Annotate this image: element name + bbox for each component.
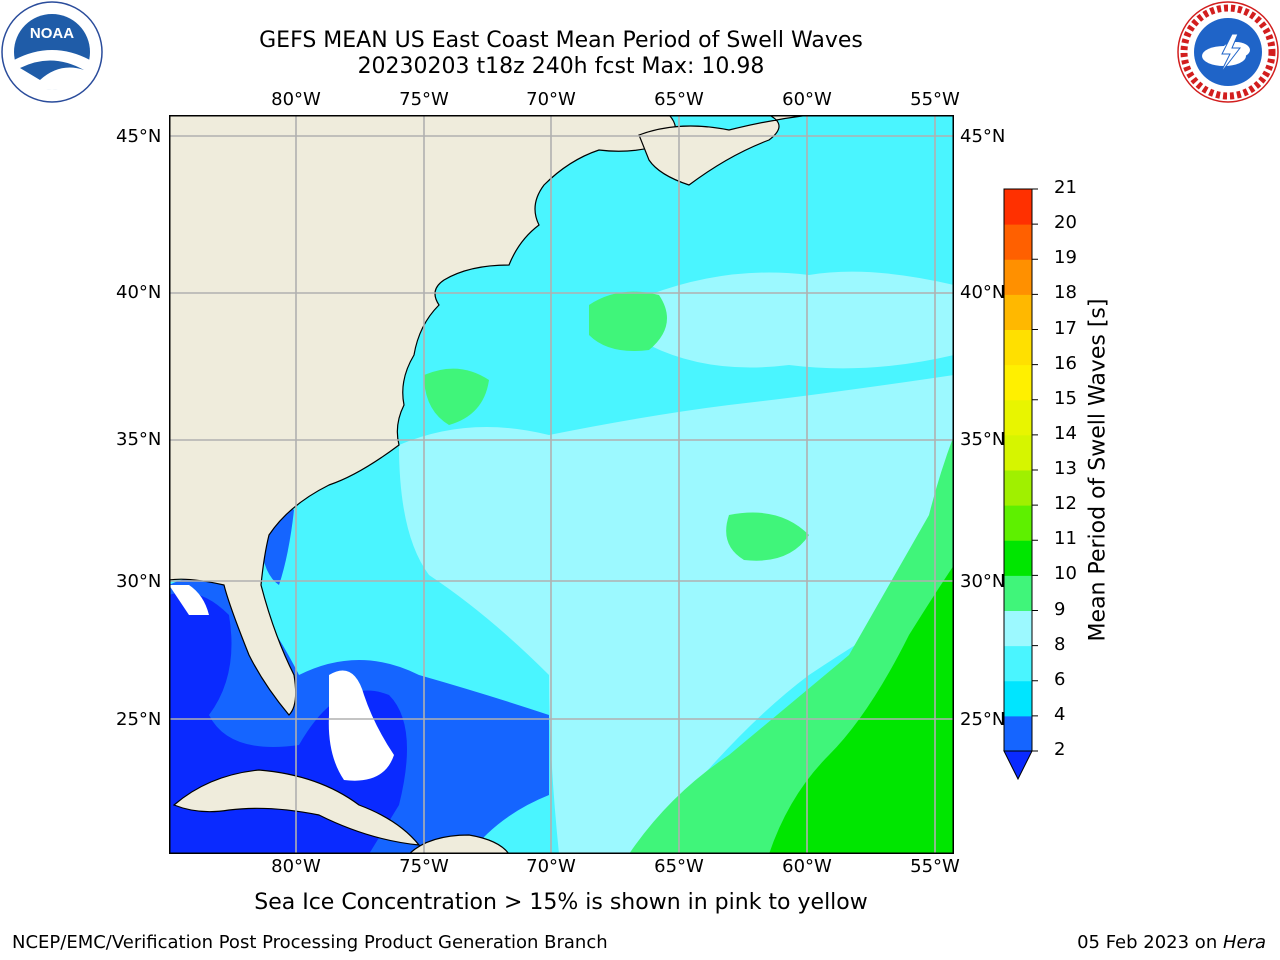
- lat-label-right: 35°N: [960, 429, 1006, 450]
- shallow-bank-nodata: [328, 670, 394, 781]
- colorbar-bin: [1004, 645, 1032, 682]
- lat-label-left: 45°N: [116, 126, 162, 147]
- colorbar-bin: [1004, 364, 1032, 401]
- lat-label-left: 30°N: [116, 571, 162, 592]
- lon-label-top: 60°W: [782, 89, 832, 110]
- footer-credit: NCEP/EMC/Verification Post Processing Pr…: [12, 932, 608, 953]
- colorbar-tick-label: 10: [1054, 563, 1077, 585]
- colorbar-bin: [1004, 540, 1032, 576]
- sea-ice-note: Sea Ice Concentration > 15% is shown in …: [254, 890, 868, 915]
- colorbar-tick-label: 14: [1054, 422, 1077, 444]
- graticule: [169, 115, 954, 854]
- footer-date: 05 Feb 2023 on Hera: [1077, 932, 1266, 953]
- chart-subtitle-run-info: 20230203 t18z 240h fcst Max: 10.98: [357, 54, 765, 79]
- colorbar-bin: [1004, 399, 1032, 436]
- noaa-logo-icon: NOAA: [1, 1, 103, 103]
- colorbar-tick-label: 20: [1054, 212, 1077, 234]
- colorbar-tick-label: 11: [1054, 528, 1077, 550]
- lat-label-right: 30°N: [960, 571, 1006, 592]
- map-frame: [169, 115, 954, 854]
- lon-label-top: 75°W: [399, 89, 449, 110]
- map-panel: [169, 115, 954, 854]
- colorbar-tick-label: 16: [1054, 352, 1077, 374]
- colorbar-bin: [1004, 680, 1032, 717]
- swell-region-8-9s-north: [649, 271, 954, 369]
- swell-region-9-10s-patch: [726, 512, 809, 561]
- colorbar-tick-label: 8: [1054, 633, 1066, 655]
- nws-logo-icon: [1177, 1, 1279, 103]
- lat-label-left: 40°N: [116, 282, 162, 303]
- lat-label-right: 40°N: [960, 282, 1006, 303]
- colorbar-tick-label: 12: [1054, 493, 1077, 515]
- footer-date-text: 05 Feb 2023 on: [1077, 932, 1223, 953]
- footer-host: Hera: [1222, 932, 1266, 953]
- lat-label-right: 45°N: [960, 126, 1006, 147]
- colorbar: [1003, 188, 1038, 781]
- colorbar-bin: [1004, 470, 1032, 506]
- swell-region-8-9s: [399, 375, 954, 854]
- colorbar-bin: [1004, 575, 1032, 611]
- colorbar-bin: [1004, 715, 1032, 752]
- land-hispaniola: [408, 834, 510, 854]
- lat-label-left: 25°N: [116, 709, 162, 730]
- lon-label-top: 70°W: [526, 89, 576, 110]
- colorbar-bin: [1004, 434, 1032, 471]
- swell-region-9-10s-patch: [424, 368, 489, 425]
- colorbar-tick-label: 13: [1054, 458, 1077, 479]
- colorbar-bin: [1004, 224, 1032, 260]
- colorbar-tick-label: 19: [1054, 247, 1077, 269]
- colorbar-bin: [1004, 259, 1032, 295]
- colorbar-tick-label: 21: [1054, 177, 1077, 198]
- colorbar-tick-label: 4: [1054, 703, 1066, 725]
- colorbar-tick-label: 17: [1054, 317, 1077, 339]
- colorbar-tick-label: 6: [1054, 668, 1066, 690]
- lon-label-bottom: 65°W: [654, 856, 704, 877]
- lon-label-top: 65°W: [654, 89, 704, 110]
- lon-label-bottom: 70°W: [526, 856, 576, 877]
- lon-label-bottom: 80°W: [271, 856, 321, 877]
- lon-label-bottom: 75°W: [399, 856, 449, 877]
- lon-label-bottom: 55°W: [910, 856, 960, 877]
- lat-label-right: 25°N: [960, 709, 1006, 730]
- colorbar-tick-label: 18: [1054, 282, 1077, 304]
- swell-region-9-10s-north: [589, 291, 667, 351]
- colorbar-tick-label: 2: [1054, 739, 1066, 760]
- swell-period-map: [169, 115, 954, 854]
- swell-region-10-11s: [769, 565, 954, 854]
- noaa-logo-text: NOAA: [30, 25, 74, 42]
- colorbar-under-arrow: [1003, 750, 1033, 781]
- colorbar-title: Mean Period of Swell Waves [s]: [1085, 298, 1111, 642]
- colorbar-bin: [1004, 189, 1032, 225]
- colorbar-bin: [1004, 294, 1032, 330]
- shallow-bank-nodata: [169, 585, 209, 615]
- colorbar-tick-label: 15: [1054, 387, 1077, 409]
- lon-label-top: 80°W: [271, 89, 321, 110]
- land-maritimes: [638, 115, 810, 186]
- colorbar-tick-label: 9: [1054, 598, 1066, 620]
- lat-label-left: 35°N: [116, 429, 162, 450]
- colorbar-bin: [1004, 610, 1032, 647]
- colorbar-bin: [1004, 329, 1032, 366]
- lon-label-bottom: 60°W: [782, 856, 832, 877]
- chart-title: GEFS MEAN US East Coast Mean Period of S…: [259, 28, 863, 53]
- colorbar-bin: [1004, 505, 1032, 541]
- lon-label-top: 55°W: [910, 89, 960, 110]
